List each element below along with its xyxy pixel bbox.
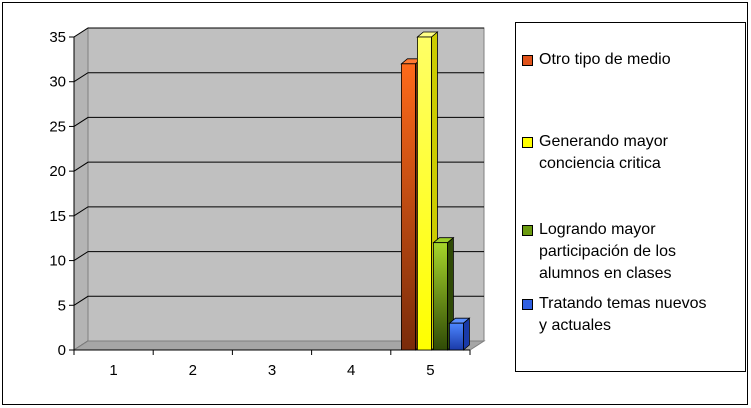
gridline <box>73 116 484 127</box>
x-tick-label: 3 <box>268 362 276 379</box>
legend-swatch-1 <box>522 55 533 66</box>
y-tick-label: 15 <box>49 208 66 225</box>
bar <box>448 322 464 351</box>
legend-label-3: Logrando mayor participación de los alum… <box>539 221 676 282</box>
legend-item-2: Generando mayor conciencia critica <box>522 131 668 175</box>
legend-label-1: Otro tipo de medio <box>539 51 671 68</box>
legend-swatch-4 <box>522 299 533 310</box>
x-tick-label: 2 <box>189 362 197 379</box>
legend-item-3: Logrando mayor participación de los alum… <box>522 219 676 285</box>
legend-item-1: Otro tipo de medio <box>522 49 671 71</box>
y-tick-label: 0 <box>58 342 66 359</box>
gridline <box>73 27 484 38</box>
bar-side <box>462 317 470 351</box>
y-tick-label: 10 <box>49 253 66 270</box>
gridline <box>73 161 484 172</box>
plot-side-wall <box>73 27 89 351</box>
y-tick-label: 30 <box>49 74 66 91</box>
bar <box>432 242 448 351</box>
y-tick-label: 20 <box>49 163 66 180</box>
y-tick-label: 35 <box>49 29 66 46</box>
bar <box>416 36 432 351</box>
bar <box>400 63 416 351</box>
gridline <box>73 72 484 83</box>
legend-item-4: Tratando temas nuevos y actuales <box>522 293 707 337</box>
x-tick-label: 4 <box>347 362 355 379</box>
gridline <box>73 206 484 217</box>
x-tick-label: 1 <box>109 362 117 379</box>
y-tick-label: 25 <box>49 118 66 135</box>
gridline <box>73 251 484 261</box>
legend-label-4: Tratando temas nuevos y actuales <box>539 295 707 334</box>
x-tick-label: 5 <box>426 362 434 379</box>
legend-label-2: Generando mayor conciencia critica <box>539 133 668 172</box>
legend: Otro tipo de medio Generando mayor conci… <box>515 22 746 372</box>
legend-swatch-2 <box>522 137 533 148</box>
gridline <box>73 295 484 306</box>
y-tick-label: 5 <box>58 297 66 314</box>
legend-swatch-3 <box>522 225 533 236</box>
